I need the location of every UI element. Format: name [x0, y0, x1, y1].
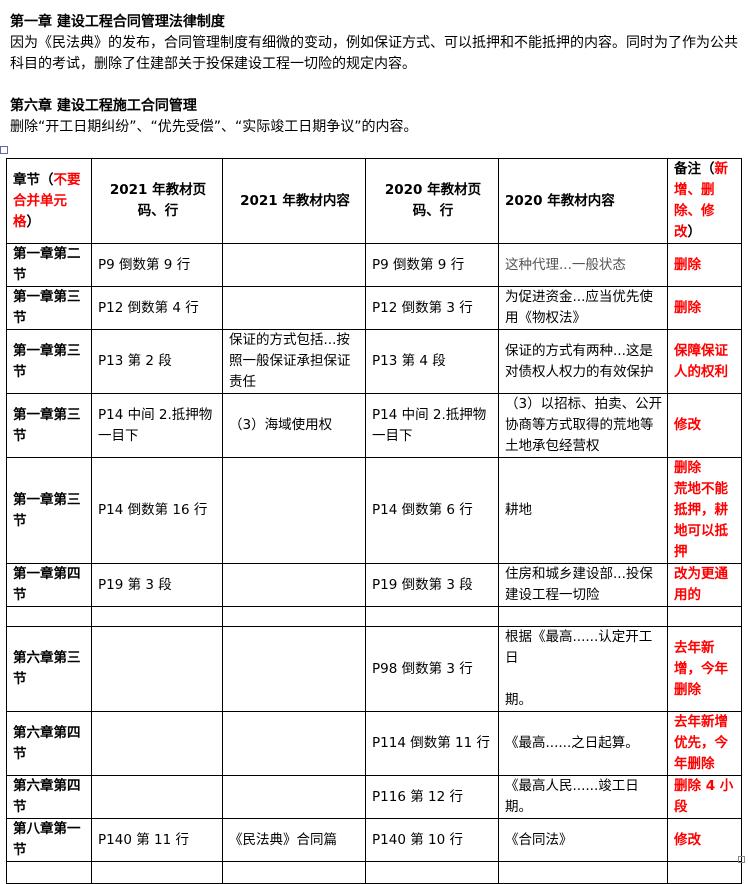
header-2020-content: 2020 年教材内容 [498, 158, 668, 244]
cell-chapter [6, 861, 92, 884]
cell-page-2020: P14 倒数第 6 行 [365, 457, 499, 564]
cell-page-2021: P19 第 3 段 [91, 563, 223, 607]
cell-content-2020: 《最高......之日起算。 [498, 711, 668, 776]
header-2020-page: 2020 年教材页码、行 [365, 158, 499, 244]
end-of-cell-marker [738, 856, 745, 863]
table-row: 第一章第三节 P14 中间 2.抵押物一目下 （3）海域使用权 P14 中间 2.抵押… [6, 393, 742, 458]
table-row: 第一章第四节 P19 第 3 段 P19 倒数第 3 段住房和城乡建设部...投保建… [6, 563, 742, 607]
cell-content-2021 [222, 775, 366, 819]
cell-page-2021: P9 倒数第 9 行 [91, 243, 223, 287]
cell-content-2020: 根据《最高......认定开工日 期。 [498, 626, 668, 712]
cell-content-2021: 《民法典》合同篇 [222, 818, 366, 862]
header-2021-page: 2021 年教材页码、行 [91, 158, 223, 244]
cell-content-2020 [498, 606, 668, 627]
cell-note: 去年新增，今年删除 [667, 626, 742, 712]
cell-chapter: 第一章第三节 [6, 329, 92, 394]
cell-page-2021 [91, 775, 223, 819]
table-row: 第六章第四节 P116 第 12 行《最高人民......竣工日期。 删除 4 小段 [6, 775, 742, 819]
cell-content-2021 [222, 243, 366, 287]
cell-note: 删除 [667, 286, 742, 330]
cell-content-2020: 《合同法》 [498, 818, 668, 862]
cell-content-2021 [222, 286, 366, 330]
section-6-body: 删除“开工日期纠纷”、“优先受偿”、“实际竣工日期争议”的内容。 [10, 119, 418, 135]
section-1-title: 第一章 建设工程合同管理法律制度 [10, 14, 225, 30]
table-row [6, 861, 742, 884]
cell-page-2020: P9 倒数第 9 行 [365, 243, 499, 287]
cell-page-2021: P13 第 2 段 [91, 329, 223, 394]
cell-content-2021 [222, 563, 366, 607]
cell-note: 删除 4 小段 [667, 775, 742, 819]
header-note: 备注（新增、删除、修改） [667, 158, 742, 244]
cell-page-2021: P140 第 11 行 [91, 818, 223, 862]
cell-chapter [6, 606, 92, 627]
cell-page-2021: P14 中间 2.抵押物一目下 [91, 393, 223, 458]
cell-chapter: 第一章第四节 [6, 563, 92, 607]
table-row: 第六章第三节 P98 倒数第 3 行根据《最高......认定开工日 期。 去年新增… [6, 626, 742, 712]
section-6-title: 第六章 建设工程施工合同管理 [10, 98, 197, 114]
cell-page-2020 [365, 861, 499, 884]
cell-page-2021 [91, 606, 223, 627]
cell-note: 删除 荒地不能抵押，耕地可以抵押 [667, 457, 742, 564]
cell-chapter: 第六章第四节 [6, 775, 92, 819]
cell-page-2020 [365, 606, 499, 627]
cell-chapter: 第一章第三节 [6, 393, 92, 458]
cell-note: 修改 [667, 818, 742, 862]
comparison-table: 章节（不要合并单元格） 2021 年教材页码、行 2021 年教材内容 2020… [6, 158, 742, 884]
cell-note: 保障保证人的权利 [667, 329, 742, 394]
cell-chapter: 第一章第三节 [6, 457, 92, 564]
cell-content-2021: （3）海域使用权 [222, 393, 366, 458]
table-row: 第一章第三节 P12 倒数第 4 行 P12 倒数第 3 行为促进资金...应当优先… [6, 286, 742, 330]
table-row: 第一章第三节 P13 第 2 段保证的方式包括...按照一般保证承担保证责任 P13… [6, 329, 742, 394]
cell-content-2020: 《最高人民......竣工日期。 [498, 775, 668, 819]
cell-chapter: 第一章第二节 [6, 243, 92, 287]
header-chapter: 章节（不要合并单元格） [6, 158, 92, 244]
header-2021-content: 2021 年教材内容 [222, 158, 366, 244]
cell-page-2020: P98 倒数第 3 行 [365, 626, 499, 712]
cell-content-2020: 这种代理...一般状态 [498, 243, 668, 287]
cell-page-2020: P19 倒数第 3 段 [365, 563, 499, 607]
cell-page-2021: P12 倒数第 4 行 [91, 286, 223, 330]
cell-note: 改为更通用的 [667, 563, 742, 607]
section-1-body: 因为《民法典》的发布，合同管理制度有细微的变动，例如保证方式、可以抵押和不能抵押… [10, 35, 738, 72]
cell-page-2021 [91, 626, 223, 712]
cell-content-2021: 保证的方式包括...按照一般保证承担保证责任 [222, 329, 366, 394]
cell-page-2020: P116 第 12 行 [365, 775, 499, 819]
table-header-row: 章节（不要合并单元格） 2021 年教材页码、行 2021 年教材内容 2020… [6, 158, 742, 244]
cell-content-2020 [498, 861, 668, 884]
cell-page-2021 [91, 711, 223, 776]
table-row: 第一章第二节 P9 倒数第 9 行 P9 倒数第 9 行这种代理...一般状态 删除 [6, 243, 742, 287]
cell-content-2020: 耕地 [498, 457, 668, 564]
cell-page-2020: P13 第 4 段 [365, 329, 499, 394]
table-row: 第六章第四节 P114 倒数第 11 行《最高......之日起算。 去年新增优先，… [6, 711, 742, 776]
cell-page-2020: P12 倒数第 3 行 [365, 286, 499, 330]
cell-content-2020: （3）以招标、拍卖、公开协商等方式取得的荒地等土地承包经营权 [498, 393, 668, 458]
cell-content-2020: 保证的方式有两种...这是对债权人权力的有效保护 [498, 329, 668, 394]
cell-chapter: 第一章第三节 [6, 286, 92, 330]
cell-content-2021 [222, 626, 366, 712]
cell-note: 去年新增优先，今年删除 [667, 711, 742, 776]
cell-chapter: 第六章第四节 [6, 711, 92, 776]
table-move-handle[interactable] [0, 146, 8, 154]
cell-page-2021 [91, 861, 223, 884]
cell-content-2020: 住房和城乡建设部...投保建设工程一切险 [498, 563, 668, 607]
cell-content-2021 [222, 606, 366, 627]
cell-page-2021: P14 倒数第 16 行 [91, 457, 223, 564]
cell-content-2020: 为促进资金...应当优先使用《物权法》 [498, 286, 668, 330]
cell-note: 修改 [667, 393, 742, 458]
cell-content-2021 [222, 711, 366, 776]
cell-page-2020: P14 中间 2.抵押物一目下 [365, 393, 499, 458]
table-row: 第八章第一节 P140 第 11 行《民法典》合同篇 P140 第 10 行《合同法… [6, 818, 742, 862]
cell-chapter: 第六章第三节 [6, 626, 92, 712]
cell-chapter: 第八章第一节 [6, 818, 92, 862]
cell-page-2020: P114 倒数第 11 行 [365, 711, 499, 776]
cell-note [667, 606, 742, 627]
cell-content-2021 [222, 457, 366, 564]
table-row [6, 606, 742, 627]
table-row: 第一章第三节 P14 倒数第 16 行 P14 倒数第 6 行耕地 删除 荒地不能抵押… [6, 457, 742, 564]
cell-note: 删除 [667, 243, 742, 287]
cell-note [667, 861, 742, 884]
cell-content-2021 [222, 861, 366, 884]
cell-page-2020: P140 第 10 行 [365, 818, 499, 862]
